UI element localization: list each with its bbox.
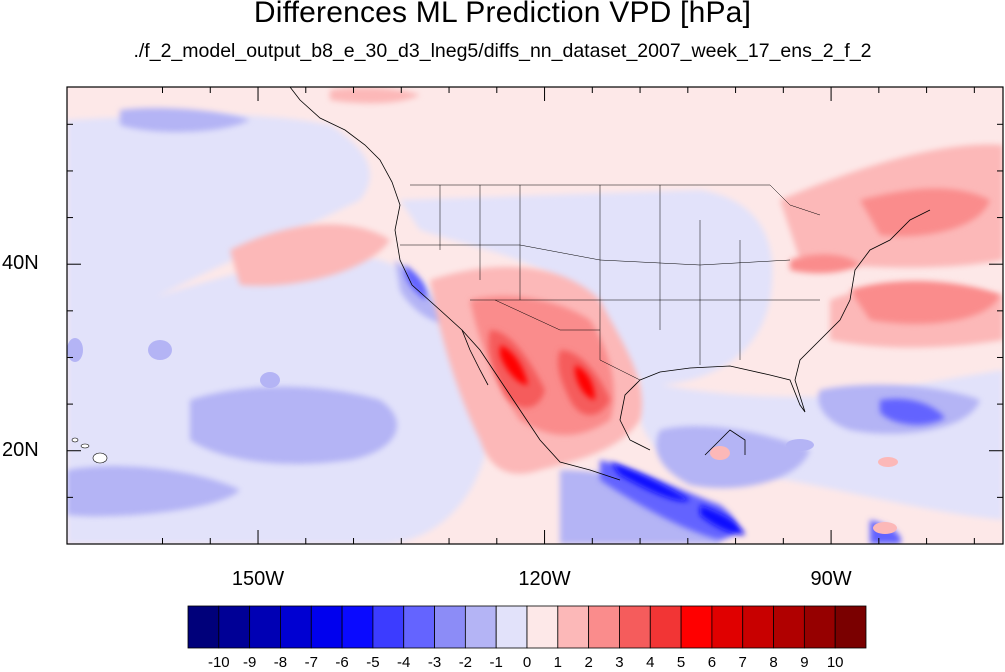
colorbar-swatch — [341, 605, 374, 649]
colorbar-level-label: -10 — [207, 654, 230, 671]
colorbar-level-label: 0 — [522, 654, 532, 671]
colorbar-swatch — [403, 605, 435, 649]
colorbar-swatch — [218, 605, 251, 649]
colorbar-swatch — [434, 605, 466, 649]
colorbar-level-label: 2 — [584, 654, 593, 671]
colorbar-level-label: 8 — [769, 654, 778, 671]
colorbar-level-label: 4 — [646, 654, 655, 671]
colorbar-level-label: -3 — [427, 654, 442, 671]
hawaii-islands — [71, 437, 108, 464]
colorbar-swatch — [742, 605, 774, 649]
colorbar-swatch — [680, 605, 713, 649]
colorbar-swatch — [711, 605, 744, 649]
coastlines — [289, 87, 931, 481]
colorbar-level-label: -6 — [335, 654, 349, 671]
colorbar-level-label: 6 — [707, 654, 717, 671]
colorbar-level-label: -7 — [304, 654, 318, 671]
colorbar-level-label: -2 — [458, 654, 473, 671]
colorbar-swatch — [187, 605, 220, 649]
colorbar-level-label: 9 — [800, 654, 809, 671]
colorbar-swatch — [310, 605, 343, 649]
colorbar-swatch — [464, 605, 497, 649]
colorbar-swatch — [280, 605, 312, 649]
colorbar-swatch — [249, 605, 281, 649]
colorbar-swatch — [834, 605, 867, 649]
colorbar-level-label: 10 — [826, 654, 844, 671]
colorbar-level-label: 3 — [615, 654, 624, 671]
lon-tick-label: 150W — [231, 568, 285, 590]
state-borders — [400, 184, 821, 381]
colorbar-swatch — [526, 605, 559, 649]
lon-tick-label: 120W — [518, 568, 571, 590]
colorbar-level-label: -1 — [489, 654, 503, 671]
colorbar-swatch — [649, 605, 682, 649]
map-subtitle: ./f_2_model_output_b8_e_30_d3_lneg5/diff… — [133, 40, 872, 62]
contour-field — [67, 87, 1003, 544]
map-title: Differences ML Prediction VPD [hPa] — [253, 0, 752, 29]
colorbar-swatch — [619, 605, 651, 649]
lat-tick-label: 20N — [2, 438, 39, 461]
colorbar-level-label: -5 — [366, 654, 380, 671]
colorbar-swatch — [803, 605, 836, 649]
colorbar-swatch — [372, 605, 405, 649]
colorbar — [187, 605, 867, 649]
colorbar-swatch — [557, 605, 590, 649]
colorbar-level-label: 7 — [738, 654, 747, 671]
axis-ticks — [67, 87, 1003, 544]
lat-tick-label: 40N — [2, 252, 39, 275]
colorbar-swatch — [588, 605, 620, 649]
colorbar-swatch — [773, 605, 805, 649]
colorbar-swatch — [495, 605, 528, 649]
colorbar-level-label: 5 — [676, 654, 686, 671]
colorbar-level-label: 1 — [553, 654, 562, 671]
colorbar-level-label: -9 — [242, 654, 257, 671]
plot-frame — [66, 86, 1004, 545]
lon-tick-label: 90W — [810, 568, 852, 590]
colorbar-level-label: -4 — [397, 654, 411, 671]
colorbar-level-label: -8 — [273, 654, 288, 671]
